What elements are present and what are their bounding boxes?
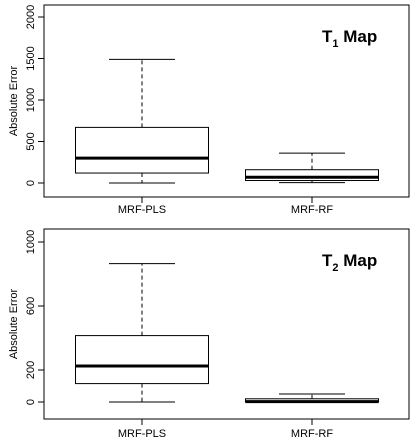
iqr-box [75,335,209,385]
map-title: T2 Map [322,251,377,274]
y-axis-label: Absolute Error [8,289,20,360]
map-title: T1 Map [322,27,377,50]
x-tick-label: MRF-RF [291,204,333,216]
y-tick-label: 500 [25,132,37,150]
boxplot-panel-1: 0 500 1000 1500 2000 Absolute Error MRF-PLS MRF… [8,4,410,216]
map-title-rest: Map [339,251,378,270]
y-tick-label: 2000 [25,5,37,29]
iqr-box [75,126,209,174]
y-tick-label: 1000 [25,230,37,254]
map-title-subscript: 2 [332,262,338,274]
plot-frame [43,228,410,420]
box-mrf-rf [245,393,379,404]
map-title-main: T [322,27,333,46]
box-mrf-pls [75,263,209,403]
iqr-box [245,169,379,182]
x-tick-label: MRF-RF [291,428,333,440]
boxplot-panel-2: 0 200 600 1000 Absolute Error MRF-PLS MRF-RF T2… [8,228,410,440]
box-mrf-rf [245,152,379,184]
x-tick-label: MRF-PLS [118,428,166,440]
box-mrf-pls [75,58,209,184]
map-title-main: T [322,251,333,270]
plot-frame [43,4,410,198]
y-tick-label: 1500 [25,46,37,70]
y-tick-label: 600 [25,297,37,315]
y-axis-label: Absolute Error [8,66,20,137]
y-tick-label: 0 [25,399,37,405]
map-title-subscript: 1 [332,38,338,50]
y-tick-label: 0 [25,180,37,186]
x-tick-label: MRF-PLS [118,204,166,216]
map-title-rest: Map [339,27,378,46]
y-tick-label: 1000 [25,88,37,112]
y-tick-label: 200 [25,361,37,379]
